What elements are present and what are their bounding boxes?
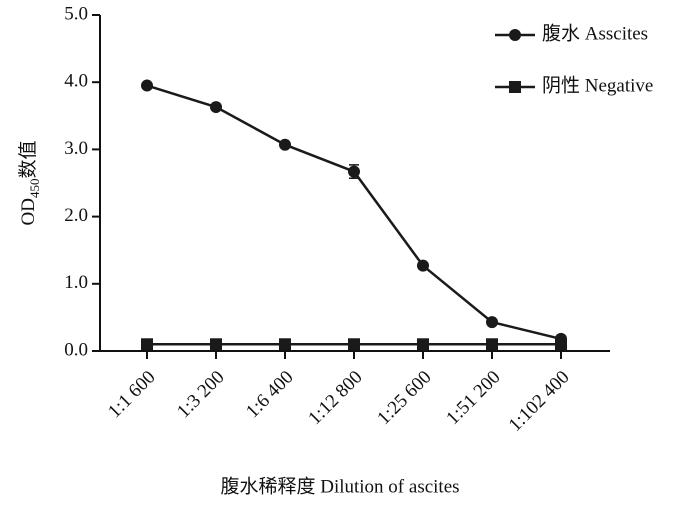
- series-line: [146, 84, 562, 341]
- point: [279, 338, 291, 351]
- y-axis-title-text: OD450数值: [17, 141, 42, 226]
- point: [141, 338, 153, 351]
- point: [486, 316, 498, 329]
- legend-label: 阴性 Negative: [542, 74, 653, 96]
- legend-label: 腹水 Asscites: [542, 22, 648, 44]
- y-title-rest: 数值: [17, 141, 39, 179]
- y-tick-label: 1.0: [64, 272, 88, 293]
- point: [348, 165, 360, 178]
- y-tick-label: 4.0: [64, 71, 88, 92]
- x-tick-label: 1:12 800: [304, 367, 366, 429]
- x-tick-label: 1:1 600: [104, 367, 160, 423]
- y-tick-label: 2.0: [64, 205, 88, 226]
- x-tick-label: 1:6 400: [242, 367, 298, 423]
- y-tick-label: 3.0: [64, 138, 88, 159]
- x-tick-label: 1:3 200: [173, 367, 229, 423]
- point: [141, 79, 153, 92]
- point: [417, 259, 429, 272]
- point: [509, 81, 521, 93]
- y-title-sub: 450: [27, 179, 42, 199]
- y-tick-label: 0.0: [64, 339, 88, 360]
- point: [210, 101, 222, 114]
- point: [210, 338, 222, 351]
- x-axis-title: 腹水稀释度 Dilution of ascites: [220, 475, 459, 497]
- y-tick-label: 5.0: [64, 3, 88, 24]
- point: [509, 29, 521, 41]
- y-title-main: OD: [18, 198, 39, 225]
- x-tick-label: 1:102 400: [505, 367, 574, 436]
- point: [348, 338, 360, 351]
- point: [555, 338, 567, 351]
- x-tick-label: 1:25 600: [373, 367, 435, 429]
- point: [417, 338, 429, 351]
- x-tick-label: 1:51 200: [442, 367, 504, 429]
- y-axis-title: OD450数值: [17, 141, 42, 226]
- point: [486, 338, 498, 351]
- point: [279, 138, 291, 151]
